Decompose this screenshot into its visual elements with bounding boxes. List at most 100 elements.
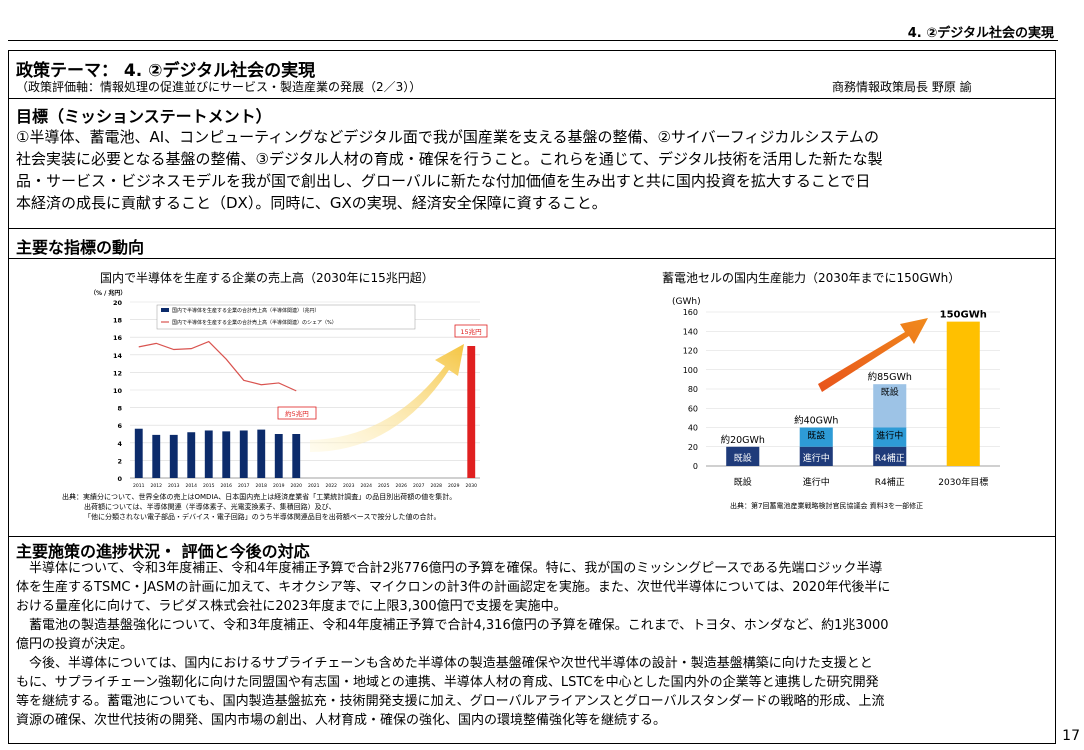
bar: [292, 434, 301, 478]
y-tick-label: 2: [117, 457, 122, 465]
annotation-label: 15兆円: [460, 327, 481, 336]
chart2-source: 出典：第7回蓄電池産業戦略検討官民協議会 資料3を一部修正: [730, 501, 923, 510]
bar-segment: [799, 427, 833, 447]
bar: [134, 428, 143, 478]
y-tick-label: 80: [688, 385, 698, 394]
progress-line: 蓄電池の製造基盤強化について、令和3年度補正、令和4年度補正予算で合計4,316…: [16, 618, 889, 633]
y-tick-label: 0: [693, 462, 698, 471]
x-tick-label: 2026: [396, 483, 408, 489]
y-tick-label: 4: [117, 440, 122, 448]
battery-chart: 蓄電池セルの国内生産能力（2030年までに150GWh） (GWh) 0 20 40…: [662, 270, 1000, 510]
bar: [152, 434, 161, 478]
segment-label: R4補正: [875, 452, 905, 464]
bar: [274, 434, 283, 478]
y-tick-label: 14: [113, 352, 123, 360]
y-tick-label: 10: [113, 387, 123, 395]
bar: [204, 430, 213, 478]
legend-swatch-bar: [161, 308, 169, 312]
x-tick-label: 2014: [186, 483, 198, 489]
x-tick-label: 2022: [326, 483, 338, 489]
chart2-title: 蓄電池セルの国内生産能力（2030年までに150GWh）: [662, 270, 960, 285]
legend-label: 国内で半導体を生産する企業の合計売上高（半導体関連）のシェア（%）: [172, 319, 337, 326]
x-tick-label: 2027: [413, 483, 425, 489]
y-tick-label: 16: [113, 334, 123, 342]
segment-label: 進行中: [803, 452, 830, 464]
x-tick-label: 2020: [291, 483, 303, 489]
divider: [8, 536, 1056, 537]
progress-line: おける量産化に向けて、ラピダス株式会社に2023年度までに上限3,300億円で支…: [16, 599, 567, 614]
theme-title: 政策テーマ： 4. ②デジタル社会の実現: [16, 61, 316, 81]
content-frame: [8, 50, 1056, 744]
y-tick-label: 140: [683, 327, 698, 336]
x-tick-label: R4補正: [875, 476, 905, 488]
growth-arrow: [818, 318, 928, 392]
y-tick-label: 100: [683, 366, 698, 375]
legend-box: [156, 304, 416, 330]
bar-segment: [799, 446, 833, 466]
bar: [169, 434, 178, 478]
chart2-ylabel: (GWh): [672, 297, 701, 307]
bar: [239, 430, 248, 478]
progress-line: 今後、半導体については、国内におけるサプライチェーンも含めた半導体の製造基盤確保…: [16, 656, 873, 671]
segment-label: 進行中: [876, 430, 903, 442]
y-tick-label: 18: [113, 317, 123, 325]
y-tick-label: 12: [113, 369, 122, 377]
x-tick-label: 2018: [256, 483, 268, 489]
mission-heading: 目標（ミッションステートメント）: [16, 107, 272, 126]
progress-line: 半導体について、令和3年度補正、令和4年度補正予算で合計2兆776億円の予算を確…: [16, 561, 883, 576]
mission-line: 社会実装に必要となる基盤の整備、③デジタル人材の育成・確保を行うこと。これらを通…: [16, 150, 883, 168]
bar: [187, 432, 196, 478]
bar-segment: [873, 446, 907, 466]
progress-heading: 主要施策の進捗状況・ 評価と今後の対応: [16, 542, 310, 561]
progress-line: 体を生産するTSMC・JASMの計画に加えて、キオクシア等、マイクロンの計3件の…: [16, 580, 891, 595]
progress-line: もに、サプライチェーン強靭化に向けた同盟国や有志国・地域との連携、半導体人材の育…: [16, 675, 879, 690]
x-tick-label: 2013: [168, 483, 180, 489]
divider: [8, 98, 1056, 99]
x-tick-label: 2011: [133, 483, 145, 489]
bar: [257, 429, 266, 478]
segment-label: 既設: [734, 452, 752, 464]
bar-target: [467, 346, 476, 478]
x-tick-label: 2012: [151, 483, 163, 489]
annotation-box: [277, 406, 317, 420]
legend-label: 国内で半導体を生産する企業の合計売上高（半導体関連）（兆円）: [172, 307, 320, 314]
section-header: 4. ②デジタル社会の実現: [907, 26, 1054, 41]
x-tick-label: 既設: [734, 476, 752, 488]
divider: [8, 228, 1056, 229]
growth-arrow: [310, 344, 464, 452]
value-label: 約20GWh: [721, 434, 765, 446]
x-tick-label: 2015: [203, 483, 215, 489]
x-tick-label: 2028: [431, 483, 443, 489]
semiconductor-chart: 国内で半導体を生産する企業の売上高（2030年に15兆円超） （% / 兆円） …: [62, 270, 488, 521]
progress-line: 資源の確保、次世代技術の開発、国内市場の創出、人材育成・確保の強化、国内の環境整…: [16, 713, 667, 728]
x-tick-label: 2016: [221, 483, 233, 489]
segment-label: 既設: [807, 430, 825, 442]
bar-segment: [873, 384, 907, 428]
value-label: 約85GWh: [868, 371, 912, 383]
value-label: 約40GWh: [794, 415, 838, 427]
x-tick-label: 2023: [343, 483, 355, 489]
x-tick-label: 2024: [361, 483, 373, 489]
header-rule: [8, 40, 1058, 41]
bar-segment: [873, 427, 907, 447]
page-number: 17: [1062, 728, 1080, 744]
x-tick-label: 進行中: [803, 476, 830, 488]
progress-line: 等を継続する。蓄電池についても、国内製造基盤拡充・技術開発支援に加え、グローバル…: [16, 694, 885, 709]
y-tick-label: 160: [683, 308, 698, 317]
y-tick-label: 8: [117, 405, 122, 413]
y-tick-label: 20: [113, 299, 123, 307]
value-label: 150GWh: [940, 310, 987, 321]
x-tick-label: 2029: [448, 483, 460, 489]
x-tick-label: 2017: [238, 483, 250, 489]
x-tick-label: 2021: [308, 483, 320, 489]
y-tick-label: 60: [688, 404, 698, 413]
y-tick-label: 40: [688, 424, 698, 433]
progress-line: 億円の投資が決定。: [16, 637, 134, 652]
mission-line: 品・サービス・ビジネスモデルを我が国で創出し、グローバルに新たな付加価値を生み出…: [16, 172, 871, 190]
share-line: [138, 340, 297, 392]
annotation-label: 約5兆円: [285, 409, 309, 418]
y-tick-label: 120: [683, 347, 698, 356]
mission-text: ①半導体、蓄電池、AI、コンピューティングなどデジタル面で我が国産業を支える基盤…: [16, 126, 1052, 214]
chart1-source-2: 出荷額については、半導体関連（半導体素子、光電変換素子、集積回路）及び、: [84, 502, 336, 511]
theme-axis: （政策評価軸：情報処理の促進並びにサービス・製造産業の発展（2／3））: [16, 80, 422, 94]
